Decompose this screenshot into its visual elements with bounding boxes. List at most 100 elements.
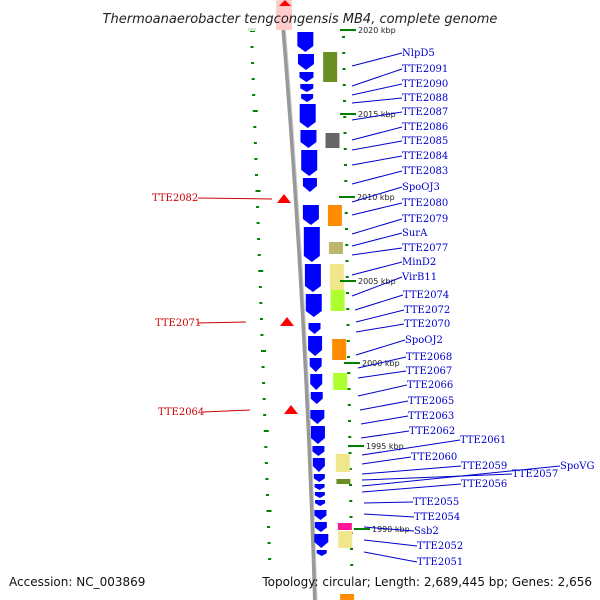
tick-inner bbox=[267, 526, 271, 528]
gene-label-tte2062[interactable]: TTE2062 bbox=[409, 426, 455, 437]
gene-label-tte2082[interactable]: TTE2082 bbox=[152, 193, 198, 204]
gene-label-spooj2[interactable]: SpoOJ2 bbox=[405, 335, 443, 346]
forward-gene-arrow[interactable] bbox=[300, 84, 314, 92]
topology-text: Topology: circular; Length: 2,689,445 bp… bbox=[261, 575, 592, 589]
gene-label-tte2059[interactable]: TTE2059 bbox=[461, 461, 507, 472]
gene-label-tte2088[interactable]: TTE2088 bbox=[402, 93, 448, 104]
reverse-gene-arrow[interactable] bbox=[280, 317, 294, 326]
gene-label-tte2066[interactable]: TTE2066 bbox=[407, 380, 453, 391]
forward-gene-arrow[interactable] bbox=[301, 94, 314, 102]
forward-gene-arrow[interactable] bbox=[310, 426, 325, 444]
reverse-gene-arrow[interactable] bbox=[277, 194, 291, 203]
gene-label-tte2085[interactable]: TTE2085 bbox=[402, 136, 448, 147]
forward-gene-arrow[interactable] bbox=[305, 294, 322, 317]
gene-label-tte2072[interactable]: TTE2072 bbox=[404, 305, 450, 316]
forward-gene-arrow[interactable] bbox=[313, 474, 325, 482]
forward-gene-arrow[interactable] bbox=[302, 205, 319, 225]
forward-gene-arrow[interactable] bbox=[312, 446, 325, 456]
forward-gene-arrow[interactable] bbox=[300, 130, 317, 148]
category-box[interactable] bbox=[323, 52, 338, 82]
forward-gene-arrow[interactable] bbox=[299, 72, 314, 82]
tick-outer bbox=[347, 372, 351, 374]
forward-gene-arrow[interactable] bbox=[310, 392, 323, 404]
forward-gene-arrow[interactable] bbox=[309, 358, 322, 372]
forward-gene-arrow[interactable] bbox=[302, 178, 317, 192]
forward-gene-arrow[interactable] bbox=[314, 510, 327, 520]
gene-label-tte2052[interactable]: TTE2052 bbox=[417, 541, 463, 552]
forward-gene-arrow[interactable] bbox=[308, 336, 323, 356]
gene-label-tte2055[interactable]: TTE2055 bbox=[413, 497, 459, 508]
gene-label-tte2051[interactable]: TTE2051 bbox=[417, 557, 463, 568]
right-label-leader bbox=[351, 155, 403, 166]
gene-label-tte2056[interactable]: TTE2056 bbox=[461, 479, 507, 490]
category-box[interactable] bbox=[340, 594, 355, 600]
right-label-leader bbox=[351, 218, 403, 235]
gene-label-spovg[interactable]: SpoVG bbox=[560, 461, 594, 472]
forward-gene-arrow[interactable] bbox=[315, 500, 326, 506]
forward-gene-arrow[interactable] bbox=[297, 54, 314, 70]
gene-label-sura[interactable]: SurA bbox=[402, 228, 428, 239]
category-box[interactable] bbox=[338, 531, 353, 548]
forward-gene-arrow[interactable] bbox=[297, 32, 314, 52]
gene-label-mind2[interactable]: MinD2 bbox=[402, 257, 436, 268]
gene-label-nlpd5[interactable]: NlpD5 bbox=[402, 48, 435, 59]
category-box[interactable] bbox=[325, 133, 340, 148]
forward-gene-arrow[interactable] bbox=[304, 264, 321, 292]
gene-label-tte2054[interactable]: TTE2054 bbox=[414, 512, 460, 523]
tick-marks bbox=[250, 30, 354, 566]
gene-label-tte2083[interactable]: TTE2083 bbox=[402, 166, 448, 177]
right-label-leader bbox=[351, 261, 403, 276]
gene-label-tte2068[interactable]: TTE2068 bbox=[406, 352, 452, 363]
gene-label-tte2074[interactable]: TTE2074 bbox=[403, 290, 449, 301]
gene-label-tte2084[interactable]: TTE2084 bbox=[402, 151, 448, 162]
gene-label-tte2077[interactable]: TTE2077 bbox=[402, 243, 448, 254]
gene-label-tte2079[interactable]: TTE2079 bbox=[402, 214, 448, 225]
forward-gene-arrow[interactable] bbox=[314, 484, 325, 490]
right-label-leader bbox=[363, 539, 418, 547]
left-label-leader bbox=[197, 321, 247, 324]
forward-gene-arrow[interactable] bbox=[310, 410, 325, 424]
gene-label-ssb2[interactable]: Ssb2 bbox=[414, 526, 439, 537]
reverse-gene-arrow[interactable] bbox=[284, 405, 298, 414]
gene-label-tte2090[interactable]: TTE2090 bbox=[402, 79, 448, 90]
gene-label-tte2086[interactable]: TTE2086 bbox=[402, 122, 448, 133]
gene-label-tte2067[interactable]: TTE2067 bbox=[406, 366, 452, 377]
forward-gene-arrow[interactable] bbox=[314, 522, 327, 532]
gene-label-tte2080[interactable]: TTE2080 bbox=[402, 198, 448, 209]
gene-label-tte2060[interactable]: TTE2060 bbox=[411, 452, 457, 463]
right-label-leader bbox=[351, 126, 403, 141]
category-box[interactable] bbox=[329, 264, 344, 290]
tick-outer bbox=[346, 324, 350, 326]
forward-gene-arrow[interactable] bbox=[314, 534, 329, 548]
forward-gene-arrow[interactable] bbox=[316, 550, 327, 556]
gene-label-tte2064[interactable]: TTE2064 bbox=[158, 407, 204, 418]
category-box[interactable] bbox=[330, 290, 345, 311]
forward-gene-arrow[interactable] bbox=[312, 458, 325, 472]
forward-gene-arrow[interactable] bbox=[314, 492, 325, 498]
gene-label-tte2057[interactable]: TTE2057 bbox=[512, 469, 558, 480]
gene-label-tte2061[interactable]: TTE2061 bbox=[460, 435, 506, 446]
gene-label-tte2071[interactable]: TTE2071 bbox=[155, 318, 201, 329]
category-box[interactable] bbox=[332, 339, 347, 360]
gene-label-spooj3[interactable]: SpoOJ3 bbox=[402, 182, 440, 193]
forward-gene-arrow[interactable] bbox=[308, 323, 321, 334]
gene-label-tte2070[interactable]: TTE2070 bbox=[404, 319, 450, 330]
gene-label-virb11[interactable]: VirB11 bbox=[401, 272, 437, 283]
forward-gene-arrow[interactable] bbox=[301, 150, 318, 176]
category-box[interactable] bbox=[333, 373, 348, 390]
forward-gene-arrow[interactable] bbox=[303, 227, 320, 262]
gene-label-tte2087[interactable]: TTE2087 bbox=[402, 107, 448, 118]
category-box[interactable] bbox=[336, 479, 351, 484]
tick-inner bbox=[252, 94, 256, 96]
category-box[interactable] bbox=[327, 205, 342, 226]
ruler-label: 2005 kbp bbox=[358, 277, 396, 286]
gene-label-tte2065[interactable]: TTE2065 bbox=[408, 396, 454, 407]
forward-gene-arrow[interactable] bbox=[299, 104, 316, 128]
category-box[interactable] bbox=[328, 242, 343, 254]
tick-inner bbox=[253, 126, 257, 128]
gene-label-tte2091[interactable]: TTE2091 bbox=[402, 64, 448, 75]
category-box[interactable] bbox=[335, 454, 350, 472]
gene-label-tte2063[interactable]: TTE2063 bbox=[408, 411, 454, 422]
category-box[interactable] bbox=[337, 523, 352, 530]
forward-gene-arrow[interactable] bbox=[310, 374, 323, 390]
